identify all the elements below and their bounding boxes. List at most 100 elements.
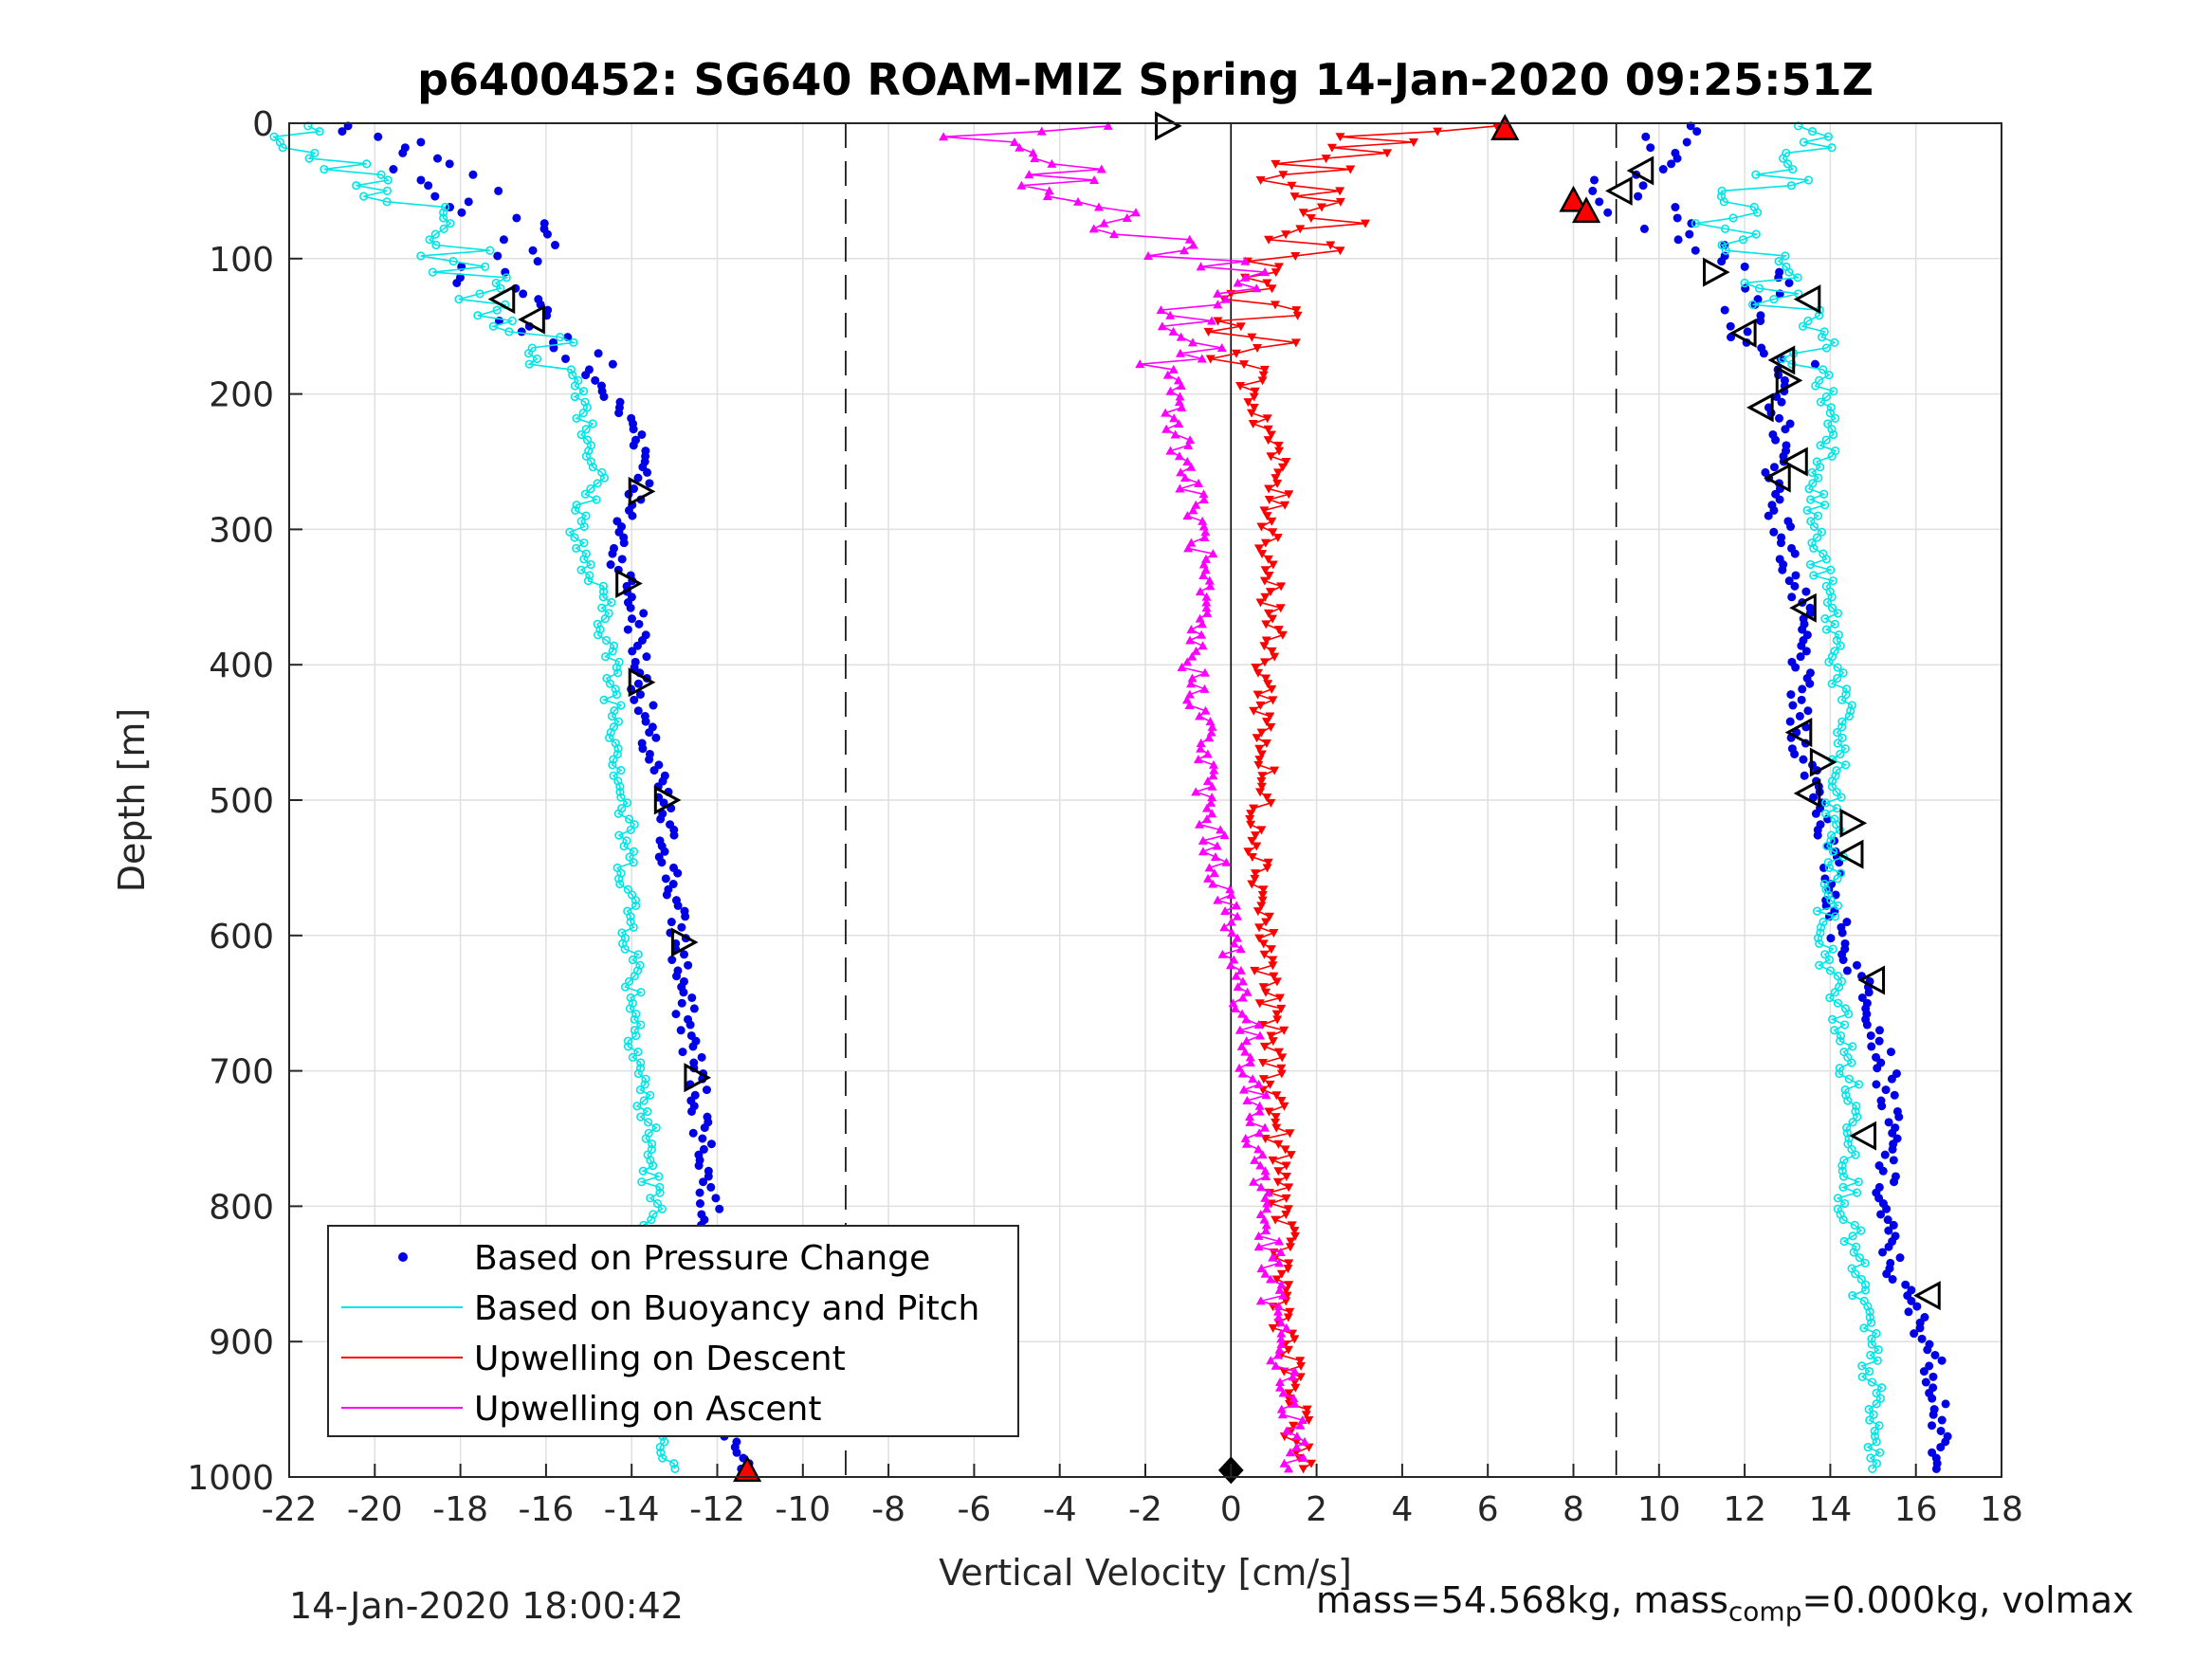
data-point (362, 159, 372, 169)
data-point (1852, 1102, 1861, 1111)
data-point (1285, 1243, 1295, 1252)
data-point (700, 1123, 709, 1133)
data-point (481, 262, 490, 271)
data-point (1265, 712, 1275, 721)
data-point (1253, 544, 1264, 554)
data-point (1838, 1215, 1848, 1225)
data-point (359, 191, 369, 201)
data-point (1277, 1053, 1288, 1063)
data-point (1240, 272, 1251, 282)
data-point (1743, 327, 1752, 337)
data-point (1796, 652, 1805, 662)
data-point (1177, 402, 1187, 411)
data-point (1199, 684, 1210, 693)
data-point (1241, 1036, 1252, 1046)
data-point (581, 371, 591, 380)
data-point (1268, 1323, 1278, 1333)
data-point (1878, 1166, 1888, 1176)
data-point (609, 755, 618, 764)
data-point (1262, 414, 1272, 424)
data-point (1206, 797, 1216, 807)
data-point (1265, 1080, 1275, 1089)
data-point (1210, 851, 1220, 861)
turn-marker (1702, 257, 1730, 287)
data-point (1775, 413, 1784, 423)
data-point (1229, 955, 1239, 964)
data-point (633, 1068, 644, 1079)
data-point (1291, 1442, 1302, 1451)
data-point (617, 555, 627, 564)
data-point (672, 972, 682, 981)
data-point (424, 181, 433, 191)
data-point (1864, 1404, 1874, 1414)
data-point (1187, 673, 1197, 683)
data-point (1273, 1048, 1284, 1057)
data-point (1827, 776, 1837, 786)
data-point (1245, 814, 1255, 824)
turn-marker (684, 1063, 712, 1093)
data-point (1268, 1037, 1278, 1047)
data-point (1778, 565, 1787, 574)
data-point (1202, 776, 1213, 786)
data-point (1345, 165, 1356, 174)
turn-marker (487, 284, 516, 315)
data-point (635, 690, 645, 700)
data-point (641, 1074, 650, 1084)
data-point (1162, 370, 1173, 379)
data-point (1837, 793, 1846, 802)
data-point (633, 679, 643, 688)
data-point (623, 1036, 633, 1046)
data-point (588, 419, 597, 428)
data-point (1827, 603, 1837, 612)
data-point (431, 240, 441, 250)
data-point (1717, 240, 1727, 250)
data-point (1262, 279, 1272, 288)
data-point (1254, 1101, 1265, 1110)
data-point (636, 1058, 646, 1067)
data-point (1827, 1014, 1837, 1024)
data-point (1208, 549, 1218, 558)
data-point (1263, 425, 1273, 434)
x-tick-label: -6 (957, 1490, 991, 1529)
data-point (1237, 1009, 1248, 1018)
data-point (1865, 1307, 1874, 1317)
data-point (1229, 939, 1239, 948)
data-point (1258, 983, 1269, 993)
data-point (493, 251, 503, 261)
data-point (1822, 597, 1832, 608)
data-point (1821, 555, 1831, 564)
data-point (1290, 1383, 1301, 1393)
data-point (1720, 224, 1730, 233)
data-point (1165, 310, 1176, 319)
turn-marker (1857, 965, 1886, 995)
data-point (1188, 505, 1198, 515)
data-point (1213, 288, 1223, 298)
data-point (1226, 889, 1236, 899)
data-point (1787, 359, 1797, 369)
data-point (1266, 1031, 1276, 1041)
data-point (651, 1122, 661, 1133)
data-point (641, 717, 650, 726)
data-point (376, 170, 386, 179)
data-point (616, 868, 626, 878)
data-point (629, 847, 639, 856)
data-point (1838, 1182, 1848, 1193)
data-point (1298, 1453, 1308, 1463)
data-point (1912, 1302, 1922, 1311)
data-point (1184, 701, 1195, 710)
data-point (1276, 1004, 1287, 1013)
data-point (601, 635, 612, 646)
data-point (631, 901, 641, 910)
data-point (445, 159, 454, 169)
data-point (616, 701, 626, 710)
data-point (1217, 949, 1228, 958)
data-point (630, 1026, 639, 1035)
data-point (1247, 880, 1257, 889)
data-point (1842, 966, 1852, 975)
data-point (1831, 413, 1840, 423)
data-point (1237, 1068, 1248, 1078)
data-point (1200, 527, 1211, 537)
data-point (1264, 1107, 1274, 1117)
data-point (1828, 944, 1837, 954)
